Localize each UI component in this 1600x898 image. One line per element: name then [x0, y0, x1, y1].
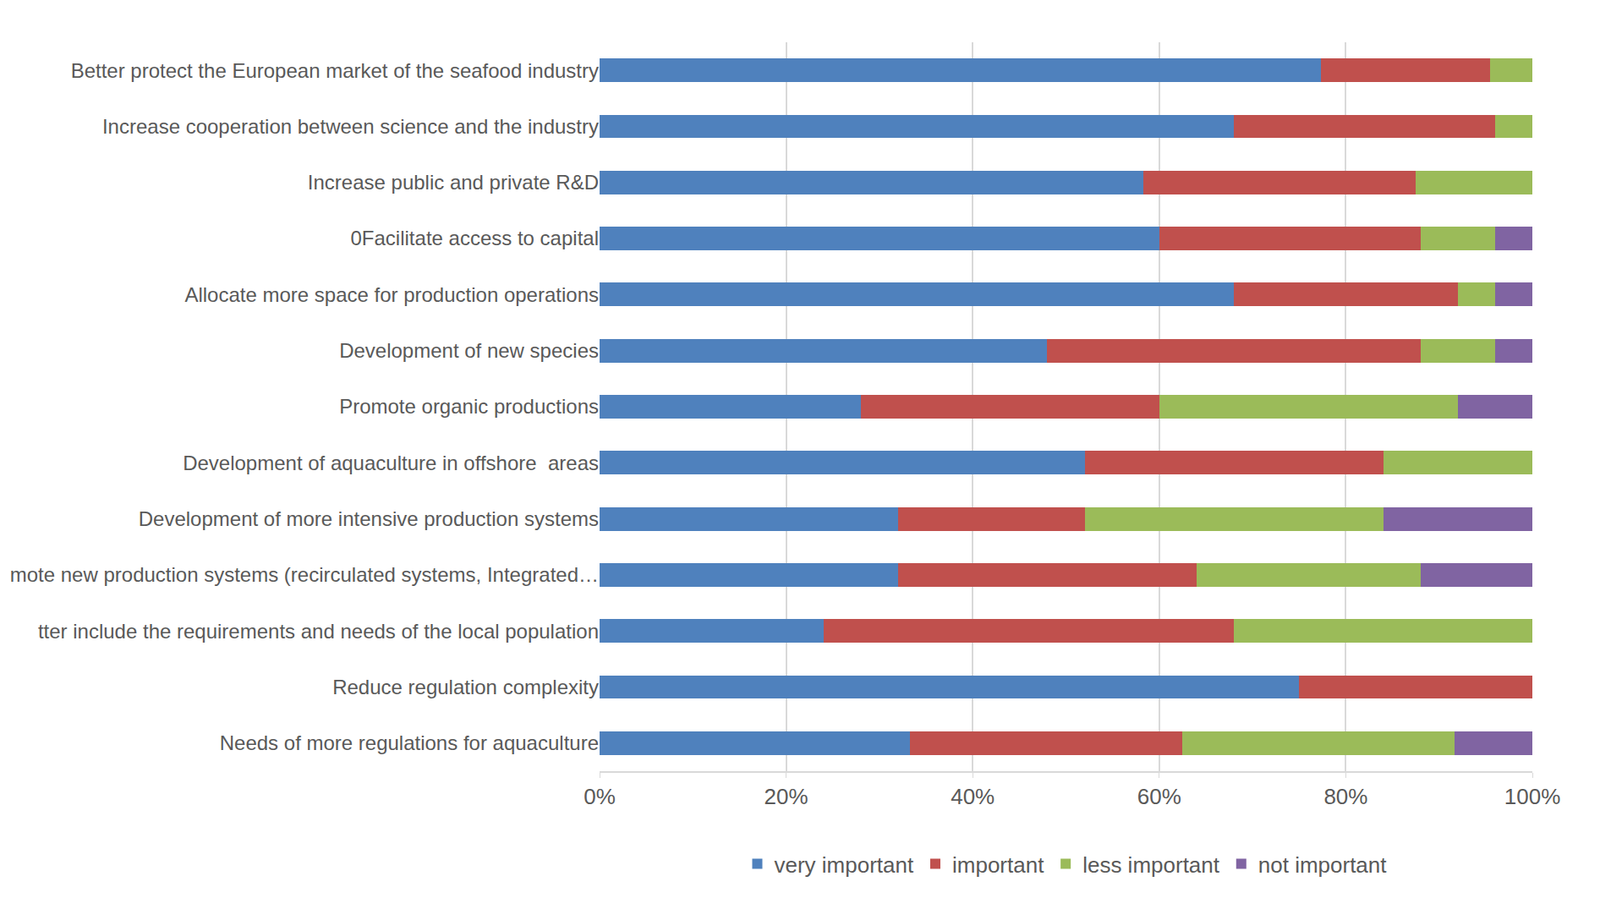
svg-text:tter include the requirements: tter include the requirements and needs …: [38, 619, 599, 643]
svg-text:Increase public and private R&: Increase public and private R&D: [307, 170, 599, 194]
svg-text:Promote organic productions: Promote organic productions: [339, 394, 599, 418]
svg-text:Increase cooperation between s: Increase cooperation between science and…: [102, 115, 599, 138]
svg-text:important: important: [952, 852, 1045, 878]
svg-text:Development of new species: Development of new species: [339, 339, 599, 362]
svg-text:0Facilitate access to capital: 0Facilitate access to capital: [350, 226, 599, 250]
svg-text:not important: not important: [1258, 852, 1388, 878]
svg-text:very important: very important: [774, 852, 915, 878]
svg-text:40%: 40%: [950, 783, 995, 810]
svg-text:60%: 60%: [1137, 783, 1182, 810]
svg-text:0%: 0%: [583, 783, 616, 810]
svg-text:mote new production systems (r: mote new production systems (recirculate…: [10, 563, 599, 587]
svg-text:80%: 80%: [1323, 783, 1368, 810]
svg-text:Reduce regulation complexity: Reduce regulation complexity: [332, 675, 599, 699]
svg-text:Needs of more regulations for: Needs of more regulations for aquacultur…: [219, 731, 599, 755]
svg-text:Allocate more space for produc: Allocate more space for production opera…: [184, 283, 599, 307]
svg-text:Development of more intensive: Development of more intensive production…: [138, 507, 599, 531]
svg-text:less important: less important: [1082, 852, 1221, 878]
svg-text:100%: 100%: [1504, 783, 1562, 810]
svg-text:Better protect the European ma: Better protect the European market of th…: [71, 59, 599, 83]
svg-text:Development of aquaculture in: Development of aquaculture in offshore a…: [182, 451, 599, 475]
svg-text:20%: 20%: [764, 783, 809, 810]
